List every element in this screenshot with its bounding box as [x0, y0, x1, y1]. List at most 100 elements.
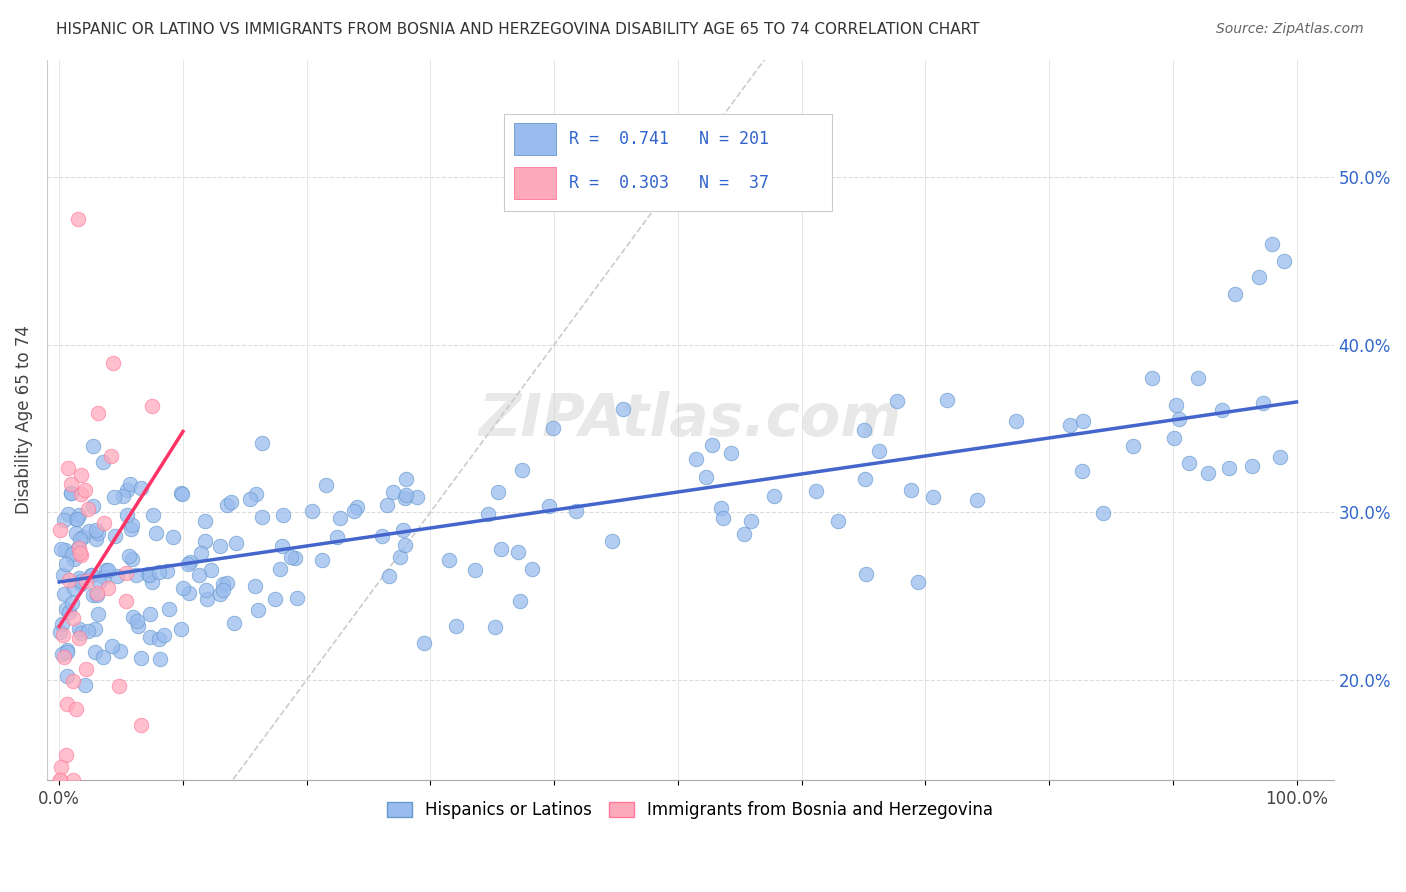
Point — [148, 565, 170, 579]
Point — [395, 488, 418, 502]
Point — [142, 508, 165, 522]
Point — [49, 760, 72, 774]
Point — [121, 552, 143, 566]
Point — [84, 532, 107, 546]
Point — [72, 530, 94, 544]
Point — [84, 523, 107, 537]
Point — [285, 591, 308, 605]
Point — [922, 490, 945, 504]
Point — [762, 489, 785, 503]
Point — [162, 530, 184, 544]
Point — [129, 481, 152, 495]
Point — [484, 620, 506, 634]
Point — [804, 483, 827, 498]
Point — [60, 596, 83, 610]
Text: HISPANIC OR LATINO VS IMMIGRANTS FROM BOSNIA AND HERZEGOVINA DISABILITY AGE 65 T: HISPANIC OR LATINO VS IMMIGRANTS FROM BO… — [56, 22, 980, 37]
Point — [222, 615, 245, 630]
Point — [1261, 237, 1284, 252]
Point — [49, 773, 72, 788]
Point — [391, 523, 413, 537]
Point — [51, 647, 73, 661]
Point — [217, 499, 239, 513]
Point — [869, 444, 891, 458]
Point — [52, 568, 75, 582]
Point — [329, 511, 352, 525]
Point — [437, 552, 460, 566]
Point — [170, 622, 193, 636]
Point — [93, 516, 115, 530]
Point — [195, 591, 218, 606]
Point — [56, 669, 79, 683]
Point — [194, 534, 217, 549]
Point — [87, 406, 110, 420]
Point — [389, 550, 412, 565]
Point — [381, 485, 404, 500]
Point — [91, 650, 114, 665]
Point — [51, 616, 73, 631]
Point — [101, 356, 124, 370]
Point — [966, 493, 988, 508]
Point — [60, 486, 83, 500]
Point — [82, 588, 104, 602]
Point — [63, 551, 86, 566]
Point — [67, 631, 90, 645]
Point — [87, 525, 110, 540]
Point — [67, 541, 90, 555]
Point — [1241, 458, 1264, 473]
Point — [271, 539, 294, 553]
Point — [886, 393, 908, 408]
Point — [129, 718, 152, 732]
Point — [1249, 270, 1271, 285]
Point — [537, 500, 560, 514]
Text: ZIPAtlas.com: ZIPAtlas.com — [478, 392, 901, 449]
Point — [907, 575, 929, 590]
Point — [97, 581, 120, 595]
Point — [695, 469, 717, 483]
Point — [733, 526, 755, 541]
Point — [177, 558, 200, 572]
Point — [342, 503, 364, 517]
Point — [115, 566, 138, 581]
Point — [156, 564, 179, 578]
Point — [55, 697, 77, 711]
Point — [70, 487, 93, 501]
Point — [60, 547, 83, 561]
Point — [211, 582, 233, 597]
Point — [67, 571, 90, 585]
Point — [486, 485, 509, 500]
Point — [853, 472, 876, 486]
Point — [55, 747, 77, 762]
Point — [1187, 371, 1209, 385]
Point — [326, 529, 349, 543]
Point — [211, 576, 233, 591]
Point — [70, 577, 93, 591]
Point — [84, 645, 107, 659]
Legend: Hispanics or Latinos, Immigrants from Bosnia and Herzegovina: Hispanics or Latinos, Immigrants from Bo… — [381, 795, 1000, 826]
Point — [77, 502, 100, 516]
Point — [413, 636, 436, 650]
Point — [371, 528, 394, 542]
Point — [58, 605, 80, 619]
Text: Source: ZipAtlas.com: Source: ZipAtlas.com — [1216, 22, 1364, 37]
Point — [104, 529, 127, 543]
Point — [115, 594, 138, 608]
Point — [346, 500, 368, 514]
Point — [108, 679, 131, 693]
Point — [108, 643, 131, 657]
Point — [80, 568, 103, 582]
Point — [49, 773, 72, 788]
Point — [125, 614, 148, 628]
Point — [520, 562, 543, 576]
Point — [76, 624, 98, 638]
Point — [311, 553, 333, 567]
Point — [194, 582, 217, 597]
Point — [141, 400, 163, 414]
Point — [55, 602, 77, 616]
Point — [125, 567, 148, 582]
Point — [157, 601, 180, 615]
Point — [60, 477, 83, 491]
Point — [105, 568, 128, 582]
Point — [243, 579, 266, 593]
Point — [564, 504, 586, 518]
Point — [1168, 411, 1191, 425]
